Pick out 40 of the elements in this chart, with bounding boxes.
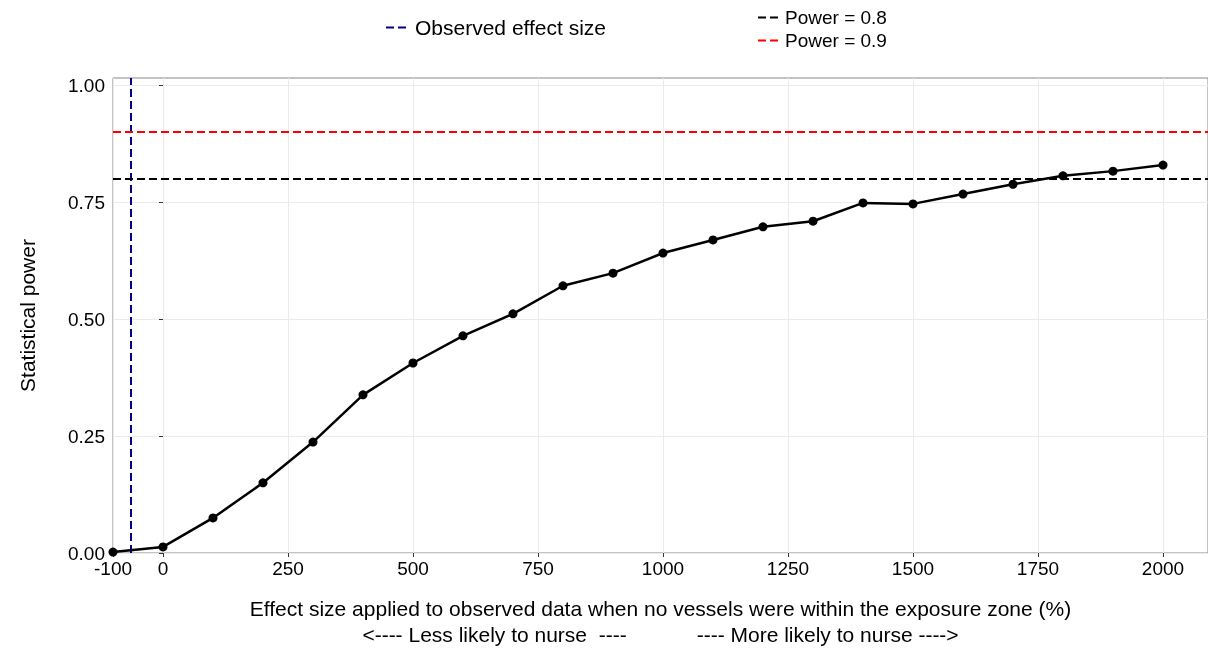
point (1008, 179, 1018, 189)
point (1058, 171, 1068, 181)
point (308, 437, 318, 447)
y-tick-label: 0.50 (68, 308, 105, 330)
point (658, 248, 668, 258)
point (958, 189, 968, 199)
point (258, 478, 268, 488)
point (1108, 166, 1118, 176)
x-tick-label: 1750 (1016, 558, 1060, 579)
x-tick-label: 0 (157, 558, 169, 579)
point (858, 198, 868, 208)
legend-label: Power = 0.8 (785, 7, 887, 28)
point (358, 390, 368, 400)
x-tick-label: 1500 (891, 558, 935, 579)
y-tick-label: 0.25 (68, 425, 105, 447)
point (408, 358, 418, 368)
point (208, 513, 218, 523)
point (708, 235, 718, 245)
point (758, 222, 768, 232)
point (108, 547, 118, 557)
x-axis-title: Effect size applied to observed data when no vessels were within the exposure zone (%) <---- Less likely to nurse ---- ---- More likely to nurse ----> (249, 596, 1072, 646)
x-tick-label: 250 (272, 558, 304, 579)
y-tick-label: 0.75 (68, 191, 105, 213)
point (158, 542, 168, 552)
point (908, 199, 918, 209)
point (508, 309, 518, 319)
point (458, 331, 468, 341)
x-tick-label: 2000 (1141, 558, 1185, 579)
x-tick-label: 500 (397, 558, 429, 579)
legend-label: Power = 0.9 (785, 30, 887, 51)
y-axis-title: Statistical power (16, 239, 39, 392)
point (608, 268, 618, 278)
point (808, 216, 818, 226)
point (558, 281, 568, 291)
x-tick-label: 1250 (766, 558, 810, 579)
x-tick-label: 1000 (641, 558, 685, 579)
x-tick-label: 750 (522, 558, 554, 579)
legend-label: Observed effect size (415, 16, 607, 39)
y-tick-label: 1.00 (68, 74, 105, 96)
point (1158, 160, 1168, 170)
